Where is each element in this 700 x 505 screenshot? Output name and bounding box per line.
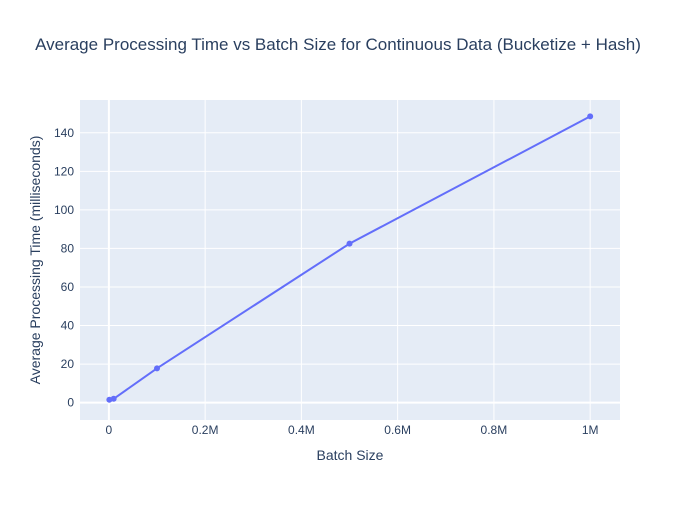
y-tick-label: 140 [54, 126, 74, 140]
y-axis-title: Average Processing Time (milliseconds) [27, 136, 43, 385]
x-tick-label: 0.8M [481, 423, 508, 437]
x-tick-label: 0.2M [192, 423, 219, 437]
x-tick-label: 1M [582, 423, 599, 437]
grid-lines [80, 100, 620, 420]
x-axis-title: Batch Size [317, 447, 384, 463]
data-point [587, 113, 594, 120]
x-axis-ticks: 0 0.2M 0.4M 0.6M 0.8M 1M [106, 423, 599, 437]
series-layer [106, 113, 594, 403]
y-tick-label: 80 [61, 241, 75, 255]
data-point [154, 365, 161, 372]
y-tick-label: 40 [61, 319, 75, 333]
plot-area [80, 100, 620, 420]
y-tick-label: 0 [67, 396, 74, 410]
x-tick-label: 0 [106, 423, 113, 437]
y-tick-label: 100 [54, 203, 74, 217]
data-point [346, 240, 353, 247]
y-axis-ticks: 0 20 40 60 80 100 120 140 [54, 126, 74, 410]
x-tick-label: 0.4M [288, 423, 315, 437]
data-point [110, 395, 117, 402]
x-tick-label: 0.6M [384, 423, 411, 437]
chart-title: Average Processing Time vs Batch Size fo… [35, 35, 641, 54]
y-tick-label: 20 [61, 357, 75, 371]
y-tick-label: 120 [54, 164, 74, 178]
y-tick-label: 60 [61, 280, 75, 294]
